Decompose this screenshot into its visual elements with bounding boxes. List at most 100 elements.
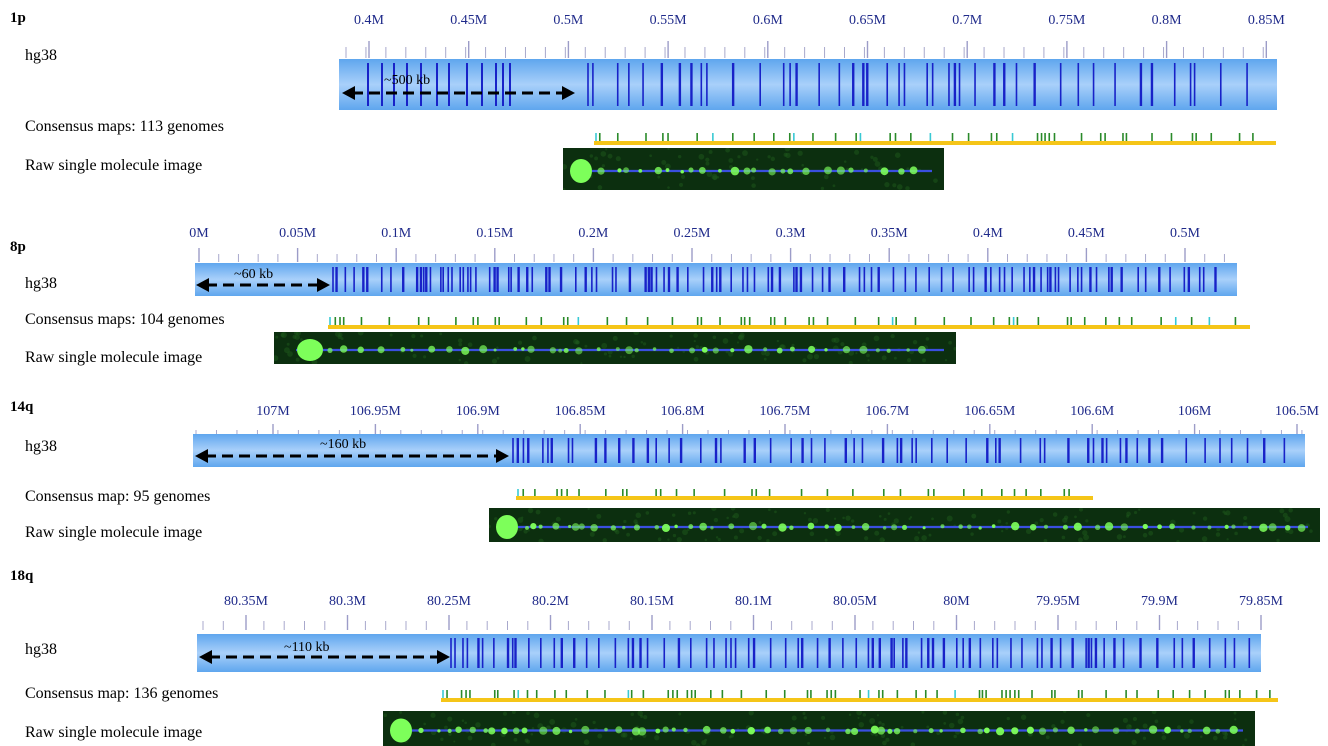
fluorescent-label-spot [488, 727, 496, 735]
fluorescent-label-spot [568, 729, 573, 734]
fluorescent-label-spot [1164, 726, 1172, 734]
fluorescent-label-spot [778, 523, 787, 532]
scale-tick-label: 106.95M [350, 404, 402, 419]
reference-label: hg38 [25, 438, 57, 455]
fluorescent-label-spot [637, 727, 647, 736]
fluorescent-label-spot [622, 525, 626, 530]
scale-tick-label: 106.9M [456, 404, 501, 419]
scale-tick-label: 0.5M [553, 13, 584, 28]
fluorescent-label-spot [748, 522, 758, 531]
scale-tick-label: 0.5M [1170, 226, 1201, 241]
fluorescent-label-spot [625, 346, 634, 355]
fluorescent-label-spot [617, 168, 622, 173]
fluorescent-label-spot [870, 725, 879, 734]
fluorescent-label-spot [513, 347, 518, 351]
fluorescent-label-spot [875, 348, 880, 353]
fluorescent-label-spot [469, 726, 476, 734]
fluorescent-label-spot [357, 346, 364, 354]
fluorescent-label-spot [578, 523, 585, 530]
scale-tick-label: 80.2M [532, 594, 570, 609]
fluorescent-label-spot [483, 728, 489, 733]
fluorescent-label-spot [428, 345, 436, 353]
consensus-label: Consensus map: 95 genomes [25, 488, 211, 505]
fluorescent-label-spot [880, 167, 889, 176]
fluorescent-label-spot [893, 727, 901, 735]
scale-tick-label: 106.65M [964, 404, 1016, 419]
fluorescent-label-spot [886, 348, 891, 353]
fluorescent-label-spot [730, 166, 740, 176]
molecule-end-blob [570, 159, 592, 183]
fluorescent-label-spot [661, 523, 671, 533]
fluorescent-label-spot [447, 728, 452, 733]
fluorescent-label-spot [1134, 728, 1140, 734]
panel-label: 18q [10, 568, 34, 584]
panel-8p: 8p 0M 0.05M 0.1M 0.15M 0.2M 0.25M 0.3M 0.35M 0.4… [0, 196, 1328, 372]
fluorescent-label-spot [958, 524, 963, 529]
scale-tick-label: 79.85M [1239, 594, 1284, 609]
fluorescent-label-spot [530, 522, 537, 530]
fluorescent-label-spot [922, 526, 926, 530]
fluorescent-label-spot [1094, 524, 1101, 531]
fluorescent-label-spot [850, 727, 859, 736]
fluorescent-label-spot [698, 166, 706, 174]
scale-tick-label: 0.85M [1248, 13, 1286, 28]
scale-tick-label: 80.3M [329, 594, 367, 609]
fluorescent-label-spot [446, 346, 453, 353]
fluorescent-label-spot [743, 167, 751, 175]
fluorescent-label-spot [1073, 522, 1082, 531]
fluorescent-label-spot [701, 346, 708, 353]
fluorescent-label-spot [1259, 523, 1268, 533]
fluorescent-label-spot [597, 167, 605, 175]
fluorescent-label-spot [1215, 728, 1221, 734]
panel-14q: 14q 107M 106.95M 106.9M 106.85M 106.8M 106.75… [0, 372, 1328, 562]
fluorescent-label-spot [1104, 522, 1114, 531]
fluorescent-label-spot [568, 524, 572, 529]
fluorescent-label-spot [590, 524, 598, 532]
fluorescent-label-spot [552, 522, 560, 530]
fluorescent-label-spot [455, 726, 462, 733]
fluorescent-label-spot [996, 727, 1005, 736]
fluorescent-label-spot [634, 348, 639, 353]
scale-tick-label: 0.3M [776, 226, 807, 241]
fluorescent-label-spot [967, 524, 972, 529]
scale-tick-label: 106.8M [661, 404, 706, 419]
fluorescent-label-spot [1268, 523, 1277, 532]
fluorescent-label-spot [909, 166, 918, 175]
molecule-end-blob [297, 339, 323, 361]
fluorescent-label-spot [623, 167, 629, 174]
consensus-bar [328, 325, 1250, 329]
fluorescent-label-spot [1229, 725, 1238, 735]
fluorescent-label-spot [501, 727, 508, 735]
fluorescent-label-spot [1052, 727, 1058, 733]
fluorescent-label-spot [1224, 524, 1229, 529]
fluorescent-label-spot [654, 525, 660, 530]
coordinate-scale: 80.35M 80.3M 80.25M 80.2M 80.15M 80.1M 80.05M 8… [202, 594, 1284, 630]
scale-tick-label: 0.7M [952, 13, 983, 28]
panel-1p: 1p 0.4M 0.45M 0.5M 0.55M 0.6M 0.65M 0.7M 0.75M 0… [0, 0, 1328, 196]
fluorescent-label-spot [1297, 524, 1306, 532]
fluorescent-label-spot [939, 729, 943, 733]
reference-sites [342, 63, 1248, 106]
double-headed-dashed-arrow [195, 449, 509, 463]
fluorescent-label-spot [633, 524, 640, 531]
fluorescent-label-spot [539, 726, 548, 735]
scale-tick-label: 79.9M [1141, 594, 1179, 609]
fluorescent-label-spot [327, 347, 333, 353]
fluorescent-label-spot [1120, 523, 1129, 531]
fluorescent-label-spot [940, 524, 945, 529]
molecule-image [489, 508, 1320, 542]
fluorescent-label-spot [1084, 728, 1088, 732]
fluorescent-label-spot [699, 522, 708, 531]
fluorescent-label-spot [710, 526, 714, 530]
fluorescent-label-spot [787, 168, 794, 175]
fluorescent-label-spot [615, 347, 620, 352]
fluorescent-label-spot [1191, 525, 1196, 530]
scale-tick-label: 80.05M [833, 594, 878, 609]
fluorescent-label-spot [493, 348, 497, 352]
fluorescent-label-spot [1248, 525, 1252, 530]
double-headed-dashed-arrow [196, 278, 330, 292]
fluorescent-label-spot [789, 727, 798, 735]
fluorescent-label-spot [851, 525, 856, 529]
fluorescent-label-spot [631, 727, 641, 736]
reference-label: hg38 [25, 275, 57, 292]
